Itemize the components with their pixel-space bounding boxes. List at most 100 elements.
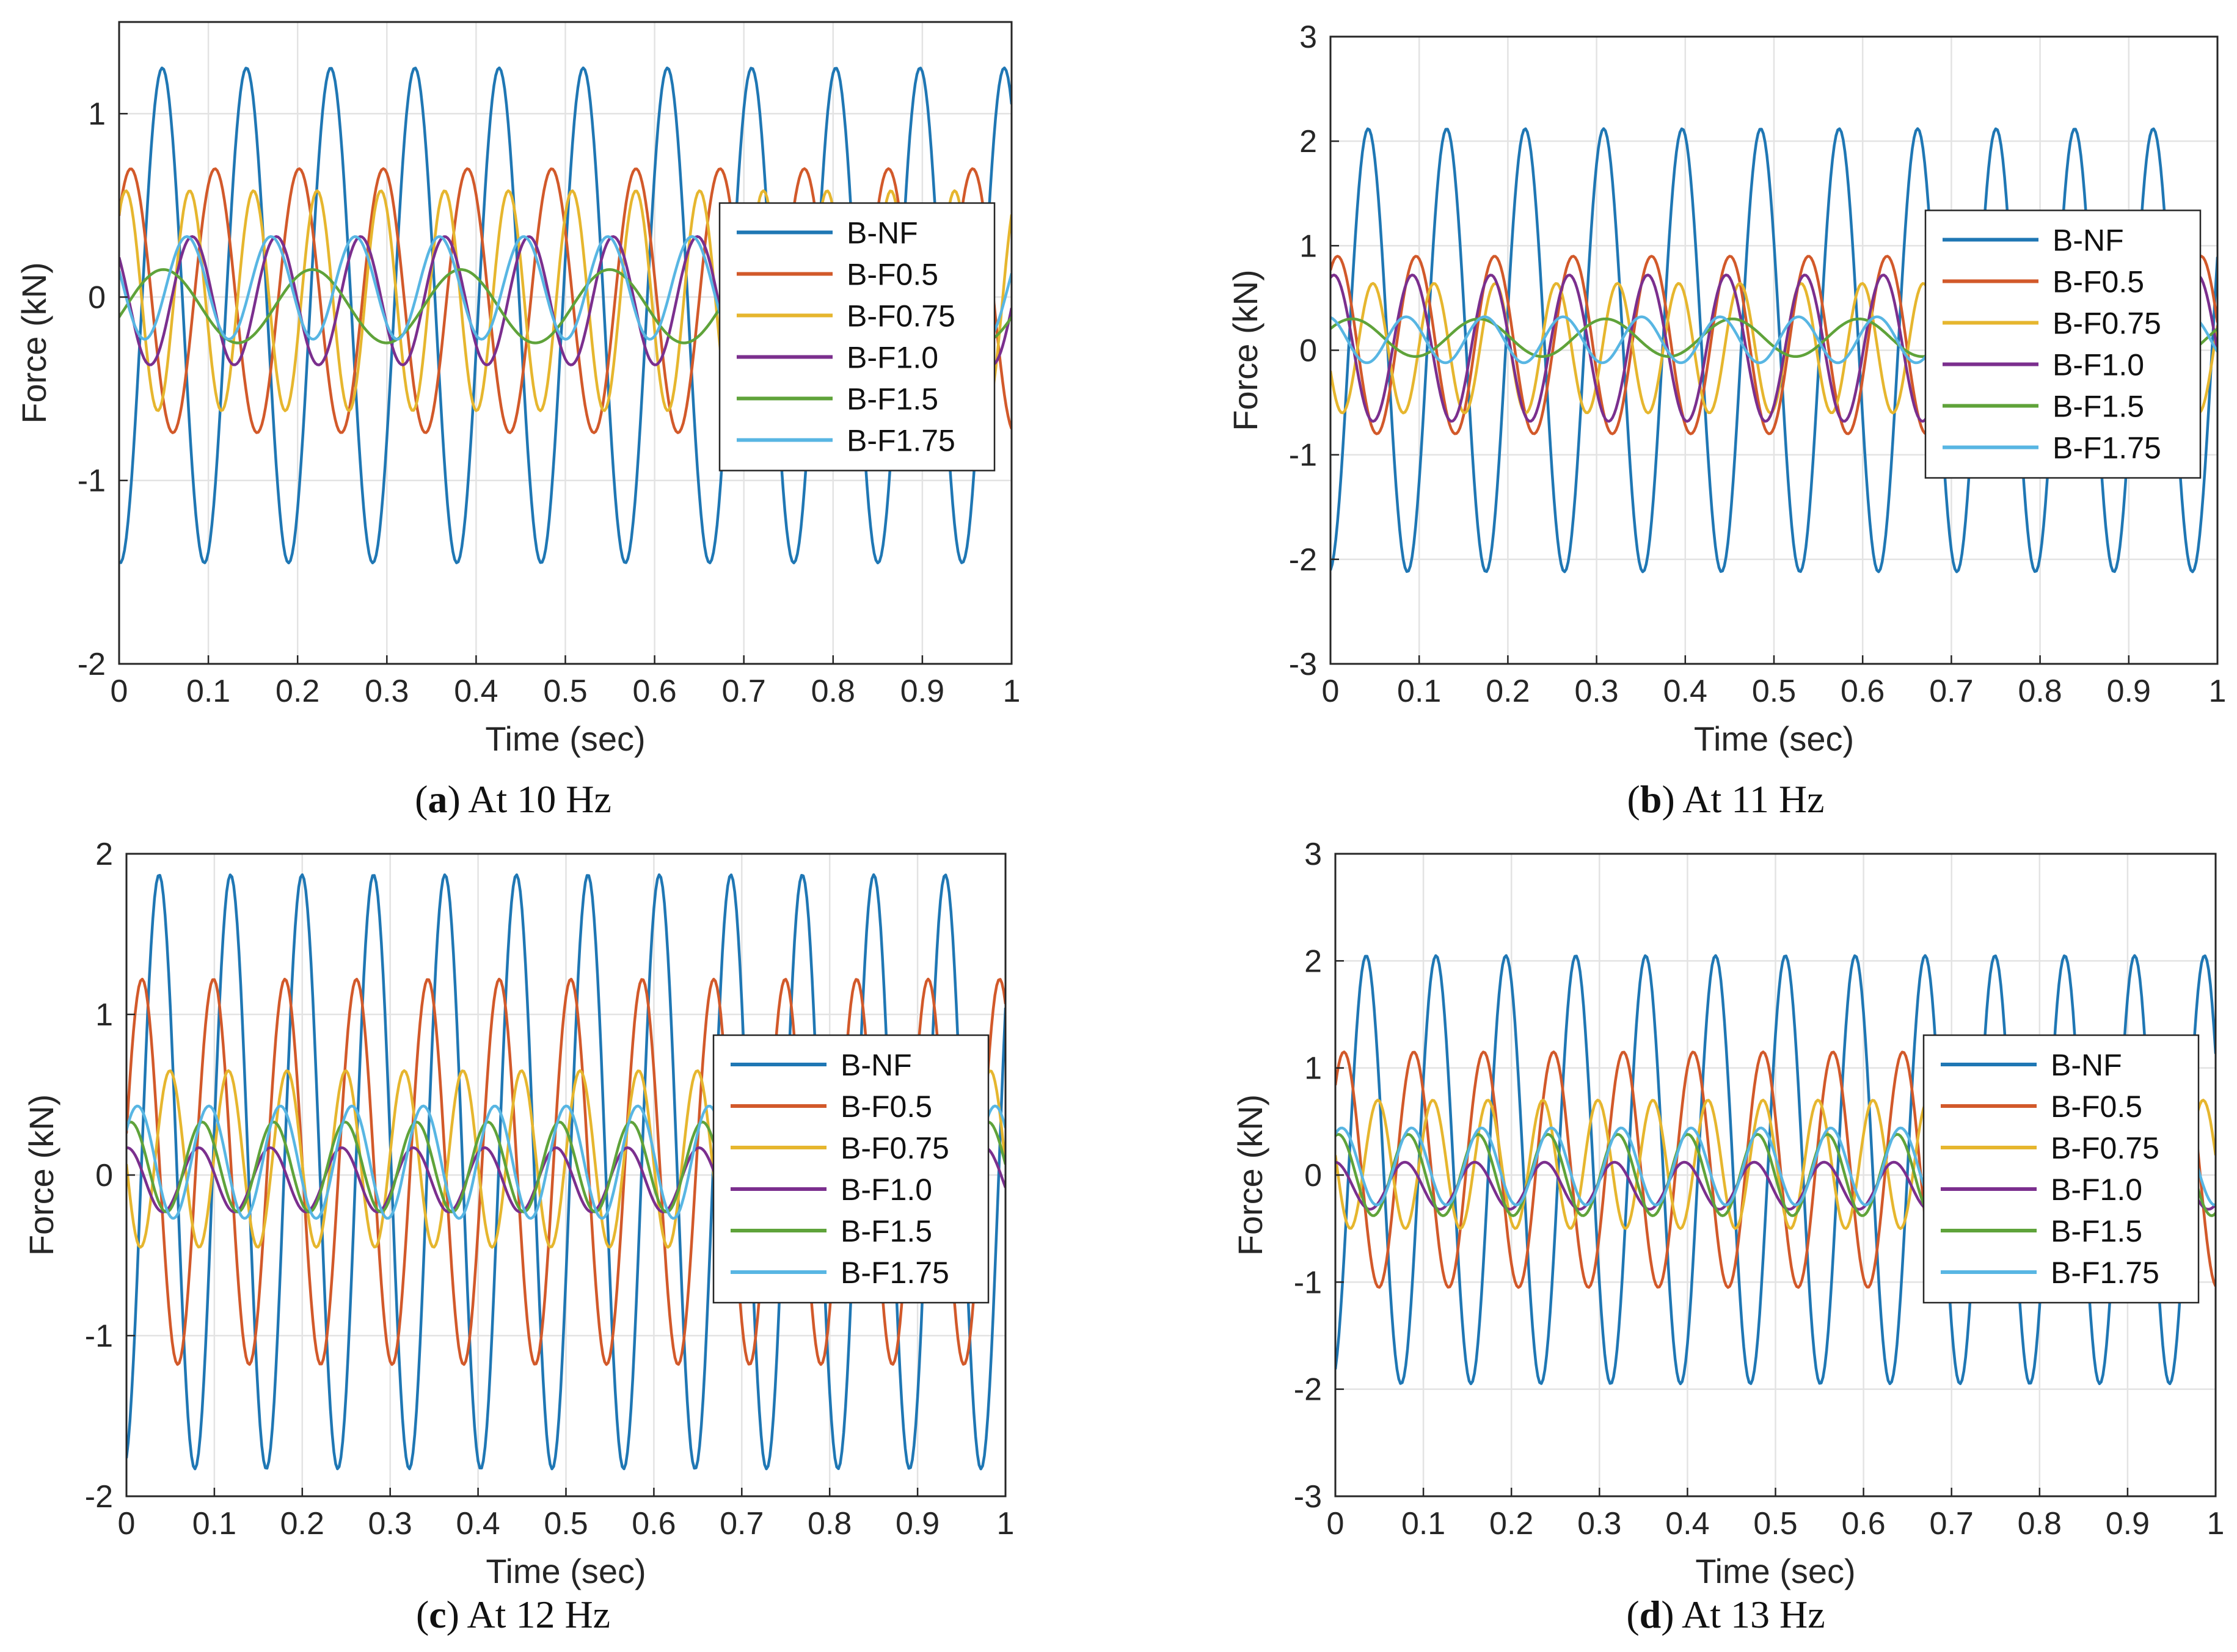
- legend-label: B-F1.5: [2051, 1214, 2142, 1248]
- panel-letter: c: [429, 1593, 446, 1636]
- y-tick-label: 1: [1304, 1051, 1322, 1086]
- y-axis-label: Force (kN): [1226, 269, 1264, 431]
- x-tick-label: 0.7: [722, 674, 766, 709]
- y-tick-label: -1: [85, 1319, 113, 1354]
- y-tick-label: 2: [1299, 124, 1317, 159]
- chart-panel-d: 0 0.1 0.2 0.3 0.4 0.5 0.6 0.7 0.8 0.9 1 -3 -2 -1 0 1 2 3 T…: [1231, 837, 2224, 1636]
- x-tick-label: 0: [1327, 1506, 1345, 1541]
- x-tick-label: 0.3: [1577, 1506, 1621, 1541]
- x-tick-label: 0.5: [1753, 1506, 1797, 1541]
- y-tick-label: 3: [1304, 837, 1322, 872]
- legend-box: [1922, 1034, 2200, 1304]
- chart-panel-b: 0 0.1 0.2 0.3 0.4 0.5 0.6 0.7 0.8 0.9 1 -3 -2 -1 0 1 2 3 T…: [1226, 20, 2226, 821]
- legend-label: B-NF: [2053, 224, 2124, 258]
- y-tick-label: -2: [1294, 1372, 1322, 1408]
- x-tick-label: 0.9: [896, 1506, 940, 1541]
- panel-caption-text: At 11 Hz: [1682, 777, 1824, 821]
- x-tick-label: 0.8: [811, 674, 855, 709]
- y-tick-label: -3: [1289, 647, 1317, 682]
- legend-label: B-F0.5: [847, 258, 938, 292]
- x-tick-label: 0.2: [1489, 1506, 1533, 1541]
- x-tick-label: 0.6: [632, 674, 676, 709]
- legend-label: B-F1.75: [2051, 1256, 2159, 1290]
- legend: B-NF B-F0.5 B-F0.75 B-F1.0 B-F1.5 B-F1.75: [1922, 1034, 2200, 1304]
- legend-label: B-NF: [841, 1048, 912, 1082]
- legend-label: B-F0.5: [2053, 265, 2144, 299]
- x-tick-label: 0.1: [192, 1506, 236, 1541]
- x-tick-label: 0.9: [2106, 1506, 2150, 1541]
- x-tick-label: 0.7: [1929, 674, 1973, 709]
- x-tick-label: 0.7: [1930, 1506, 1974, 1541]
- x-tick-label: 0: [118, 1506, 136, 1541]
- y-tick-label: 2: [1304, 944, 1322, 979]
- x-tick-label: 0.3: [1574, 674, 1618, 709]
- x-tick-label: 0.4: [1665, 1506, 1709, 1541]
- legend-box: [712, 1034, 990, 1304]
- legend-label: B-F1.0: [847, 341, 938, 375]
- legend-label: B-F1.5: [841, 1214, 932, 1248]
- x-tick-label: 0.5: [543, 674, 587, 709]
- y-tick-label: -1: [1294, 1265, 1322, 1300]
- y-tick-label: 2: [95, 837, 113, 872]
- y-tick-label: 0: [95, 1158, 113, 1193]
- legend: B-NF B-F0.5 B-F0.75 B-F1.0 B-F1.5 B-F1.75: [1924, 209, 2202, 479]
- y-tick-label: 0: [1299, 333, 1317, 369]
- x-tick-label: 0.6: [1841, 1506, 1885, 1541]
- legend-label: B-F0.75: [2053, 307, 2161, 341]
- legend: B-NF B-F0.5 B-F0.75 B-F1.0 B-F1.5 B-F1.75: [712, 1034, 990, 1304]
- x-tick-label: 0.4: [1663, 674, 1707, 709]
- y-tick-label: 0: [1304, 1158, 1322, 1193]
- y-tick-label: 1: [88, 96, 106, 132]
- legend: B-NF B-F0.5 B-F0.75 B-F1.0 B-F1.5 B-F1.75: [718, 202, 996, 471]
- x-tick-label: 0.5: [544, 1506, 588, 1541]
- y-tick-label: 0: [88, 280, 106, 315]
- panel-caption: (c) At 12 Hz: [416, 1593, 610, 1636]
- series-line-b-f0.5: [126, 977, 1005, 1366]
- x-tick-label: 0.3: [365, 674, 409, 709]
- legend-label: B-F1.5: [2053, 390, 2144, 424]
- legend-label: B-F1.0: [841, 1173, 932, 1207]
- chart-panel-c: 0 0.1 0.2 0.3 0.4 0.5 0.6 0.7 0.8 0.9 1 -2 -1 0 1 2 Time…: [22, 837, 1014, 1636]
- y-tick-label: -3: [1294, 1479, 1322, 1515]
- y-tick-label: 3: [1299, 20, 1317, 55]
- x-axis-label: Time (sec): [485, 719, 645, 758]
- y-axis-label: Force (kN): [15, 262, 53, 423]
- panel-caption-text: At 12 Hz: [467, 1593, 610, 1636]
- x-tick-label: 0.1: [1401, 1506, 1445, 1541]
- x-tick-label: 0.3: [368, 1506, 412, 1541]
- y-tick-label: -1: [78, 464, 106, 499]
- x-tick-label: 0.2: [1486, 674, 1530, 709]
- x-tick-label: 0.9: [900, 674, 944, 709]
- x-tick-label: 1: [2209, 674, 2227, 709]
- legend-label: B-F0.75: [847, 299, 955, 333]
- y-tick-label: 1: [95, 997, 113, 1033]
- y-tick-label: -2: [85, 1479, 113, 1515]
- x-tick-label: 0.8: [808, 1506, 852, 1541]
- x-tick-label: 0.8: [2018, 1506, 2062, 1541]
- legend-label: B-F1.0: [2051, 1173, 2142, 1207]
- legend-label: B-F0.75: [841, 1131, 949, 1165]
- legend-box: [1924, 209, 2202, 479]
- x-tick-label: 0.1: [1397, 674, 1441, 709]
- panel-letter: d: [1640, 1593, 1662, 1636]
- series-line-b-nf: [1335, 954, 2216, 1386]
- x-tick-label: 0.7: [720, 1506, 764, 1541]
- x-tick-label: 1: [1003, 674, 1021, 709]
- legend-label: B-F1.0: [2053, 348, 2144, 382]
- x-axis-label: Time (sec): [1695, 1552, 1855, 1590]
- legend-label: B-F1.75: [841, 1256, 949, 1290]
- legend-label: B-NF: [847, 216, 918, 250]
- x-tick-label: 0.4: [456, 1506, 500, 1541]
- legend-label: B-F1.5: [847, 382, 938, 417]
- x-tick-label: 0.1: [186, 674, 230, 709]
- x-tick-label: 0.4: [454, 674, 498, 709]
- y-tick-label: -2: [78, 647, 106, 682]
- y-tick-label: -2: [1289, 542, 1317, 578]
- x-axis-label: Time (sec): [486, 1552, 646, 1590]
- legend-label: B-NF: [2051, 1048, 2122, 1082]
- x-tick-label: 0.2: [276, 674, 319, 709]
- series-line-b-nf: [1330, 127, 2217, 573]
- x-tick-label: 0.9: [2107, 674, 2151, 709]
- x-tick-label: 0.6: [1841, 674, 1885, 709]
